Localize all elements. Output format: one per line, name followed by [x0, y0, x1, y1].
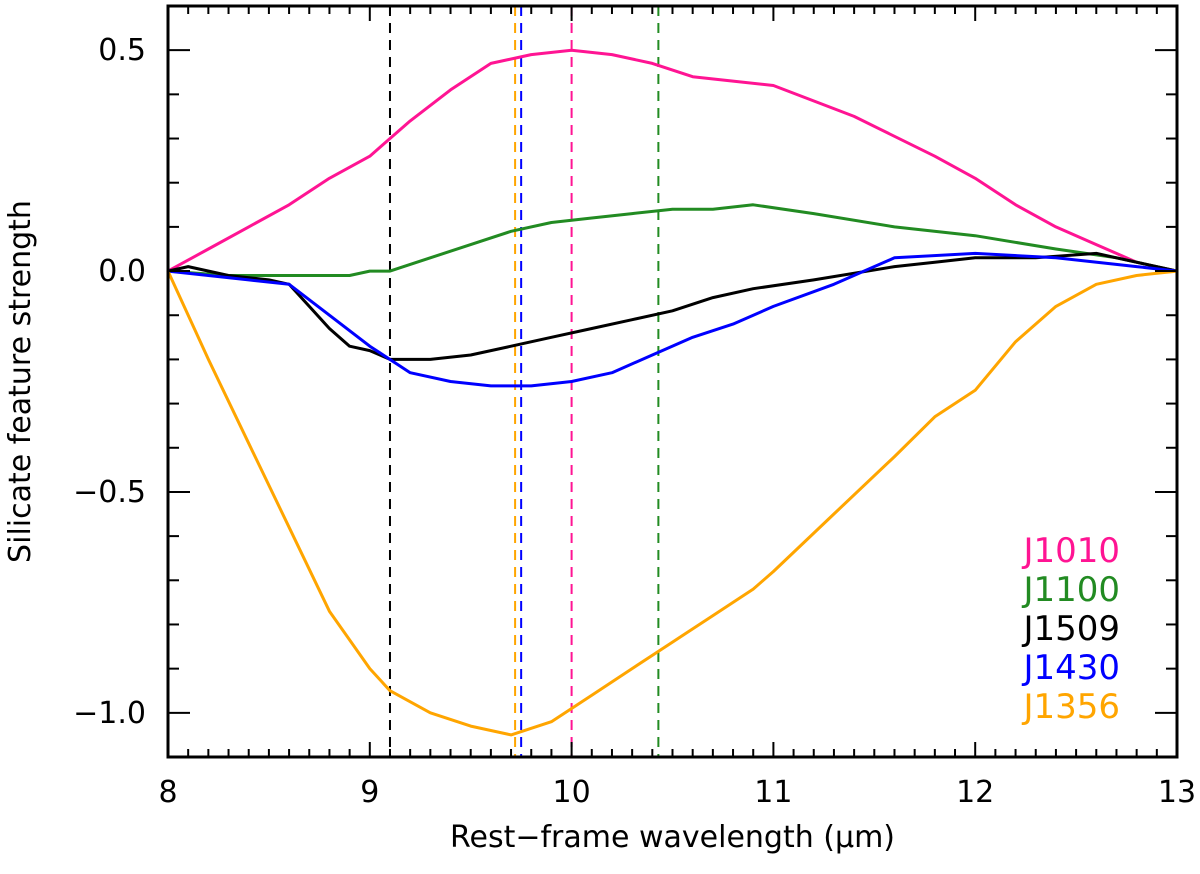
x-tick-label: 11: [754, 775, 792, 810]
legend-item-j1010: J1010: [1021, 531, 1120, 571]
x-axis-title: Rest−frame wavelength (μm): [450, 820, 895, 855]
legend-item-j1430: J1430: [1021, 648, 1120, 688]
y-tick-label: −1.0: [73, 696, 146, 731]
y-axis-title: Silicate feature strength: [3, 200, 38, 563]
y-tick-label: −0.5: [73, 475, 146, 510]
x-tick-label: 9: [360, 775, 379, 810]
y-tick-label: 0.5: [98, 33, 146, 68]
vertical-reference-lines: [388, 6, 660, 757]
legend-item-j1100: J1100: [1021, 570, 1120, 610]
series-j1010: [166, 48, 1179, 273]
x-tick-labels: 8 9 10 11 12 13: [158, 775, 1196, 810]
y-tick-label: 0.0: [98, 254, 146, 289]
series-lines: [166, 48, 1179, 737]
legend-item-j1509: J1509: [1021, 609, 1120, 649]
series-j1356: [166, 269, 1179, 737]
y-tick-labels: −1.0 −0.5 0.0 0.5: [73, 33, 146, 731]
x-tick-label: 13: [1158, 775, 1196, 810]
x-tick-label: 8: [158, 775, 177, 810]
x-tick-label: 12: [956, 775, 994, 810]
x-tick-label: 10: [553, 775, 591, 810]
series-j1100: [166, 203, 1179, 277]
series-j1430: [166, 251, 1179, 388]
plot-frame: [166, 4, 1179, 759]
legend-item-j1356: J1356: [1021, 687, 1120, 727]
